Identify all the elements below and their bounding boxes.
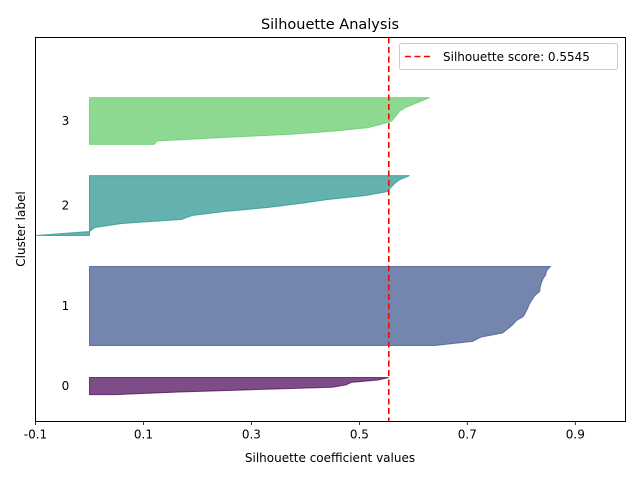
cluster-labels: 0 1 2 3 (62, 114, 70, 393)
cluster-2-silhouette-area (35, 175, 410, 236)
x-tick-label: -0.1 (24, 428, 47, 442)
cluster-areas (35, 97, 552, 396)
legend: Silhouette score: 0.5545 (399, 43, 618, 70)
legend-entry: Silhouette score: 0.5545 (443, 50, 590, 64)
cluster-label: 3 (62, 114, 70, 128)
legend-box (399, 43, 618, 70)
x-tick-label: 0.1 (134, 428, 153, 442)
cluster-3-silhouette-area (88, 97, 430, 145)
cluster-label: 2 (62, 199, 70, 213)
x-tick-label: 0.5 (350, 428, 369, 442)
x-axis-label: Silhouette coefficient values (245, 451, 415, 465)
x-tick-label: 0.9 (566, 428, 585, 442)
chart-title: Silhouette Analysis (261, 17, 399, 33)
x-tick-label: 0.3 (242, 428, 261, 442)
x-tick-label: 0.7 (458, 428, 477, 442)
cluster-0-silhouette-area (88, 377, 389, 396)
cluster-1-silhouette-area (88, 266, 552, 346)
y-axis-label: Cluster label (14, 191, 28, 266)
x-axis-ticks: -0.1 0.1 0.3 0.5 0.7 0.9 (24, 421, 585, 442)
cluster-label: 0 (62, 379, 70, 393)
plot-frame (35, 37, 626, 422)
cluster-label: 1 (62, 299, 70, 313)
